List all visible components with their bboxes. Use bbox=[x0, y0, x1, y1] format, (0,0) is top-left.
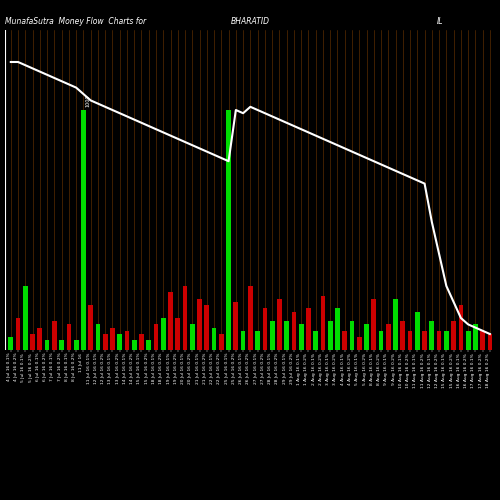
Bar bbox=[60, 340, 64, 350]
Bar bbox=[408, 331, 412, 350]
Bar bbox=[480, 331, 485, 350]
Bar bbox=[16, 318, 20, 350]
Bar bbox=[96, 324, 100, 350]
Bar bbox=[357, 337, 362, 350]
Bar bbox=[190, 324, 194, 350]
Bar bbox=[256, 331, 260, 350]
Bar bbox=[8, 337, 13, 350]
Bar bbox=[234, 302, 238, 350]
Bar bbox=[219, 334, 224, 350]
Bar bbox=[226, 110, 231, 350]
Bar bbox=[277, 299, 282, 350]
Bar bbox=[81, 110, 86, 350]
Bar bbox=[103, 334, 108, 350]
Bar bbox=[248, 286, 252, 350]
Bar bbox=[422, 331, 427, 350]
Bar bbox=[30, 334, 35, 350]
Bar bbox=[182, 286, 188, 350]
Bar bbox=[452, 321, 456, 350]
Bar bbox=[350, 321, 354, 350]
Bar bbox=[386, 324, 390, 350]
Bar bbox=[132, 340, 136, 350]
Bar bbox=[284, 321, 289, 350]
Bar bbox=[240, 331, 246, 350]
Bar bbox=[154, 324, 158, 350]
Bar bbox=[124, 331, 130, 350]
Bar bbox=[38, 328, 42, 350]
Bar bbox=[118, 334, 122, 350]
Bar bbox=[378, 331, 384, 350]
Bar bbox=[444, 331, 448, 350]
Bar bbox=[66, 324, 71, 350]
Text: IL: IL bbox=[437, 18, 444, 26]
Bar bbox=[328, 321, 332, 350]
Bar bbox=[161, 318, 166, 350]
Bar bbox=[342, 331, 347, 350]
Bar bbox=[314, 331, 318, 350]
Bar bbox=[458, 305, 463, 350]
Bar bbox=[262, 308, 267, 350]
Bar bbox=[320, 296, 326, 350]
Bar bbox=[372, 299, 376, 350]
Bar bbox=[415, 312, 420, 350]
Bar bbox=[204, 305, 209, 350]
Bar bbox=[44, 340, 50, 350]
Bar bbox=[139, 334, 144, 350]
Bar bbox=[436, 331, 442, 350]
Bar bbox=[488, 334, 492, 350]
Bar bbox=[335, 308, 340, 350]
Bar bbox=[52, 321, 56, 350]
Bar bbox=[364, 324, 369, 350]
Bar bbox=[197, 299, 202, 350]
Bar bbox=[176, 318, 180, 350]
Bar bbox=[88, 305, 93, 350]
Bar bbox=[212, 328, 216, 350]
Bar bbox=[74, 340, 78, 350]
Text: MunafaSutra  Money Flow  Charts for: MunafaSutra Money Flow Charts for bbox=[5, 18, 146, 26]
Bar bbox=[400, 321, 405, 350]
Bar bbox=[473, 324, 478, 350]
Bar bbox=[466, 331, 470, 350]
Bar bbox=[270, 321, 274, 350]
Bar bbox=[299, 324, 304, 350]
Bar bbox=[292, 312, 296, 350]
Bar bbox=[110, 328, 115, 350]
Bar bbox=[393, 299, 398, 350]
Bar bbox=[306, 308, 311, 350]
Bar bbox=[146, 340, 151, 350]
Text: BHARATID: BHARATID bbox=[230, 18, 270, 26]
Text: 1000: 1000 bbox=[86, 94, 90, 107]
Bar bbox=[168, 292, 173, 350]
Bar bbox=[430, 321, 434, 350]
Bar bbox=[23, 286, 28, 350]
